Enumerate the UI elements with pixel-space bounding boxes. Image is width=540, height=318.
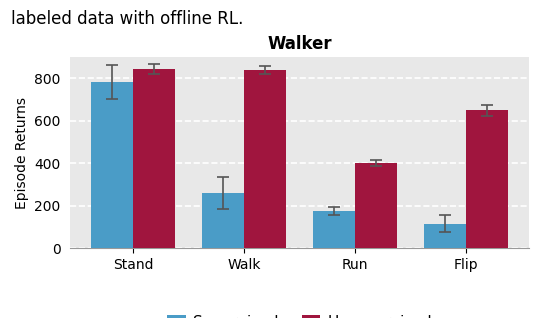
Bar <box>355 163 397 248</box>
Y-axis label: Episode Returns: Episode Returns <box>15 97 29 209</box>
Bar <box>91 82 133 248</box>
Text: labeled data with offline RL.: labeled data with offline RL. <box>11 10 243 28</box>
Bar <box>466 110 508 248</box>
Bar <box>313 211 355 248</box>
Legend: Supervised, Unsupervised: Supervised, Unsupervised <box>161 309 438 318</box>
Bar <box>202 193 244 248</box>
Bar <box>244 70 286 248</box>
Bar <box>424 224 466 248</box>
Bar <box>133 69 176 248</box>
Title: Walker: Walker <box>267 35 332 53</box>
